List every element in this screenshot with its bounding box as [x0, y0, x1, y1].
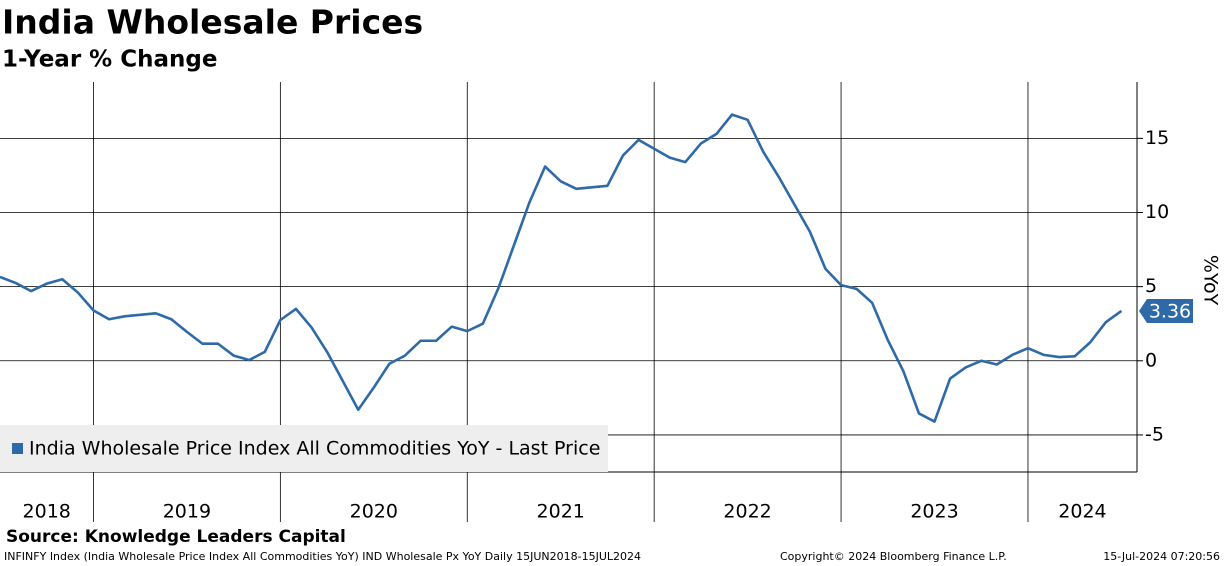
footer-center: Copyright© 2024 Bloomberg Finance L.P.	[780, 550, 1007, 563]
x-tick-label: 2019	[163, 501, 211, 523]
legend-swatch	[12, 443, 23, 454]
y-tick-label: 10	[1145, 201, 1169, 223]
last-price-label: 3.36	[1149, 300, 1191, 322]
x-tick-label: 2023	[910, 501, 958, 523]
y-tick-label: 15	[1145, 127, 1169, 149]
x-tick-label: 2021	[537, 501, 585, 523]
footer-right: 15-Jul-2024 07:20:56	[1103, 550, 1220, 563]
chart-title: India Wholesale Prices	[2, 3, 423, 42]
chart-subtitle: 1-Year % Change	[2, 47, 217, 73]
legend-box	[0, 425, 608, 472]
x-tick-label: 2022	[723, 501, 771, 523]
y-tick-label: 0	[1145, 349, 1157, 371]
x-tick-label: 2020	[350, 501, 398, 523]
y-axis-label: %YoY	[1200, 255, 1222, 306]
y-tick-label: -5	[1145, 423, 1164, 445]
footer-left: INFINFY Index (India Wholesale Price Ind…	[4, 550, 641, 563]
last-price-tag	[1139, 298, 1193, 323]
x-tick-label: 2018	[23, 501, 71, 523]
legend-label: India Wholesale Price Index All Commodit…	[29, 438, 600, 460]
x-tick-label: 2024	[1058, 501, 1106, 523]
y-tick-label: 5	[1145, 275, 1157, 297]
source: Source: Knowledge Leaders Capital	[6, 527, 346, 547]
series-line	[0, 113, 1123, 423]
